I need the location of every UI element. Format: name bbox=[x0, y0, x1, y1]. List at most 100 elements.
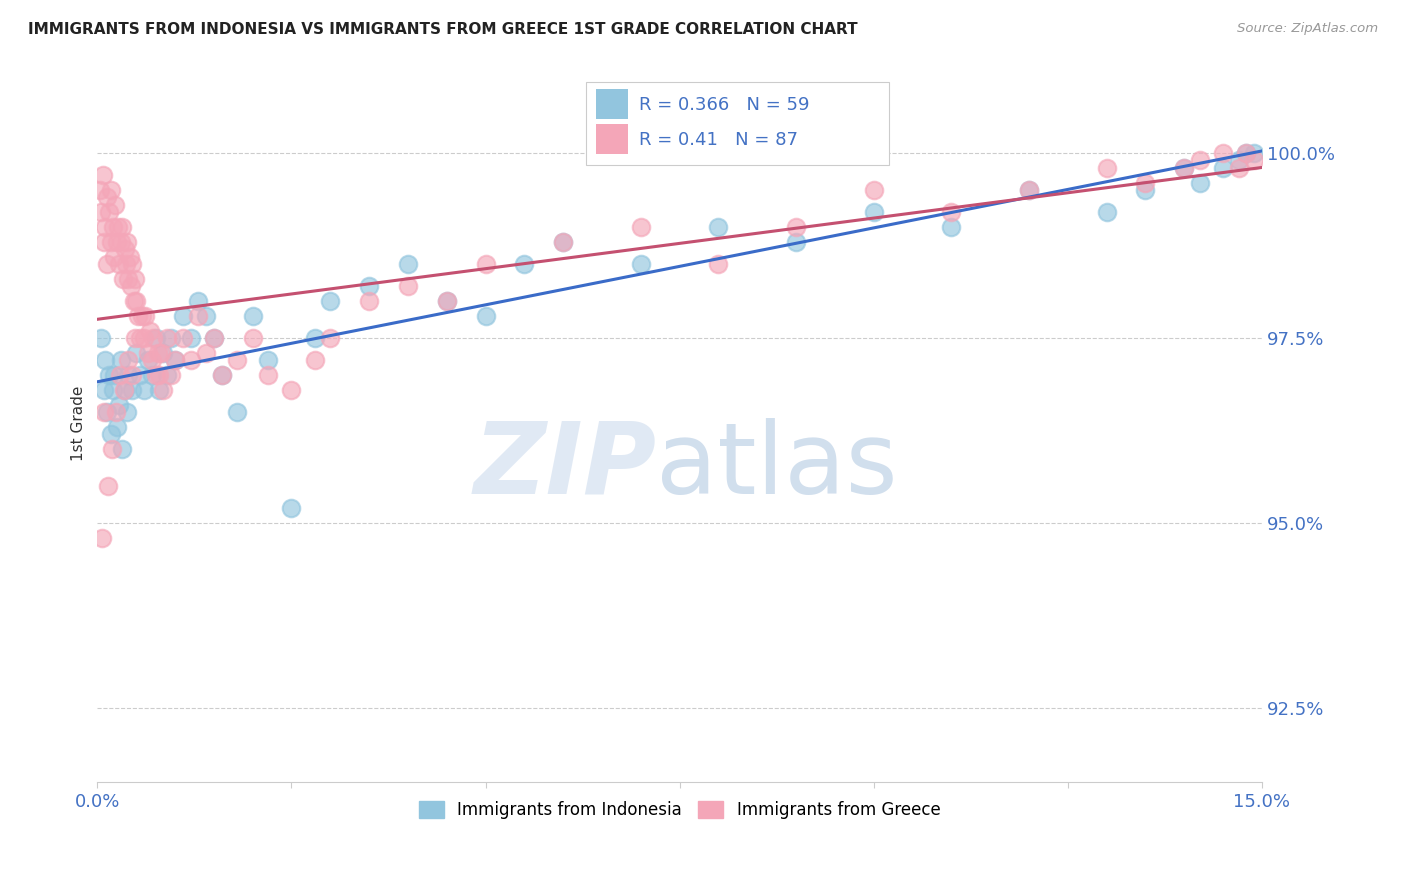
Point bbox=[108, 257, 131, 271]
Point bbox=[145, 368, 167, 382]
Point bbox=[257, 368, 280, 382]
Point bbox=[1212, 161, 1234, 175]
Point bbox=[104, 405, 127, 419]
Point bbox=[242, 309, 264, 323]
Point bbox=[359, 293, 381, 308]
Point bbox=[93, 235, 115, 249]
Point bbox=[131, 309, 153, 323]
Point bbox=[136, 353, 159, 368]
Point bbox=[96, 257, 118, 271]
Point bbox=[127, 309, 149, 323]
Point bbox=[1212, 145, 1234, 160]
Point bbox=[89, 183, 111, 197]
Point bbox=[319, 293, 342, 308]
Point bbox=[111, 442, 134, 457]
Point bbox=[125, 293, 148, 308]
Text: IMMIGRANTS FROM INDONESIA VS IMMIGRANTS FROM GREECE 1ST GRADE CORRELATION CHART: IMMIGRANTS FROM INDONESIA VS IMMIGRANTS … bbox=[28, 22, 858, 37]
Point bbox=[152, 383, 174, 397]
Point bbox=[1095, 161, 1118, 175]
Point bbox=[226, 405, 249, 419]
Point bbox=[104, 198, 127, 212]
Point bbox=[163, 353, 186, 368]
FancyBboxPatch shape bbox=[596, 89, 628, 120]
Point bbox=[148, 368, 170, 382]
Point bbox=[1227, 161, 1250, 175]
Point bbox=[115, 405, 138, 419]
Point bbox=[396, 279, 419, 293]
Point bbox=[117, 353, 139, 368]
Point bbox=[101, 442, 124, 457]
Point bbox=[100, 183, 122, 197]
Point bbox=[280, 383, 302, 397]
Point bbox=[107, 219, 129, 234]
Point bbox=[862, 183, 884, 197]
Point bbox=[474, 257, 496, 271]
Point bbox=[1234, 145, 1257, 160]
Point bbox=[120, 279, 142, 293]
Point bbox=[100, 427, 122, 442]
Point bbox=[150, 346, 173, 360]
Point bbox=[630, 257, 652, 271]
Point bbox=[101, 383, 124, 397]
Point bbox=[941, 205, 963, 219]
Point bbox=[108, 398, 131, 412]
Point bbox=[94, 219, 117, 234]
Point bbox=[436, 293, 458, 308]
Point bbox=[862, 205, 884, 219]
Point bbox=[257, 353, 280, 368]
Point bbox=[1227, 153, 1250, 168]
Point bbox=[1095, 205, 1118, 219]
Point bbox=[195, 309, 218, 323]
Point bbox=[195, 346, 218, 360]
Point bbox=[211, 368, 233, 382]
Point bbox=[319, 331, 342, 345]
Point bbox=[115, 235, 138, 249]
Point bbox=[156, 331, 179, 345]
Point bbox=[98, 205, 121, 219]
Point bbox=[553, 235, 575, 249]
Point bbox=[145, 331, 167, 345]
Point bbox=[436, 293, 458, 308]
Point bbox=[172, 309, 194, 323]
Text: R = 0.41   N = 87: R = 0.41 N = 87 bbox=[638, 131, 797, 149]
Point bbox=[707, 219, 730, 234]
Point bbox=[96, 405, 118, 419]
Point bbox=[707, 257, 730, 271]
Point bbox=[1173, 161, 1195, 175]
Point bbox=[180, 331, 202, 345]
Point bbox=[152, 346, 174, 360]
Point bbox=[226, 353, 249, 368]
Point bbox=[136, 346, 159, 360]
Point bbox=[785, 219, 807, 234]
Point bbox=[146, 346, 169, 360]
Point bbox=[101, 219, 124, 234]
Point bbox=[124, 331, 146, 345]
Point bbox=[187, 309, 209, 323]
Point bbox=[160, 331, 183, 345]
Point bbox=[359, 279, 381, 293]
Point bbox=[114, 383, 136, 397]
Legend: Immigrants from Indonesia, Immigrants from Greece: Immigrants from Indonesia, Immigrants fr… bbox=[412, 794, 948, 826]
Text: Source: ZipAtlas.com: Source: ZipAtlas.com bbox=[1237, 22, 1378, 36]
Point bbox=[122, 293, 145, 308]
Point bbox=[91, 531, 114, 545]
Point bbox=[105, 235, 128, 249]
Point bbox=[114, 242, 136, 256]
Point bbox=[211, 368, 233, 382]
Point bbox=[1173, 161, 1195, 175]
Point bbox=[1243, 153, 1265, 168]
Point bbox=[156, 368, 179, 382]
Point bbox=[129, 368, 152, 382]
Point bbox=[1018, 183, 1040, 197]
Point bbox=[125, 346, 148, 360]
Point bbox=[91, 168, 114, 182]
Point bbox=[121, 368, 143, 382]
Point bbox=[141, 368, 163, 382]
Point bbox=[1188, 153, 1211, 168]
Point bbox=[304, 353, 326, 368]
Point bbox=[148, 383, 170, 397]
Point bbox=[242, 331, 264, 345]
Point bbox=[129, 331, 152, 345]
Point bbox=[93, 383, 115, 397]
Point bbox=[90, 331, 112, 345]
